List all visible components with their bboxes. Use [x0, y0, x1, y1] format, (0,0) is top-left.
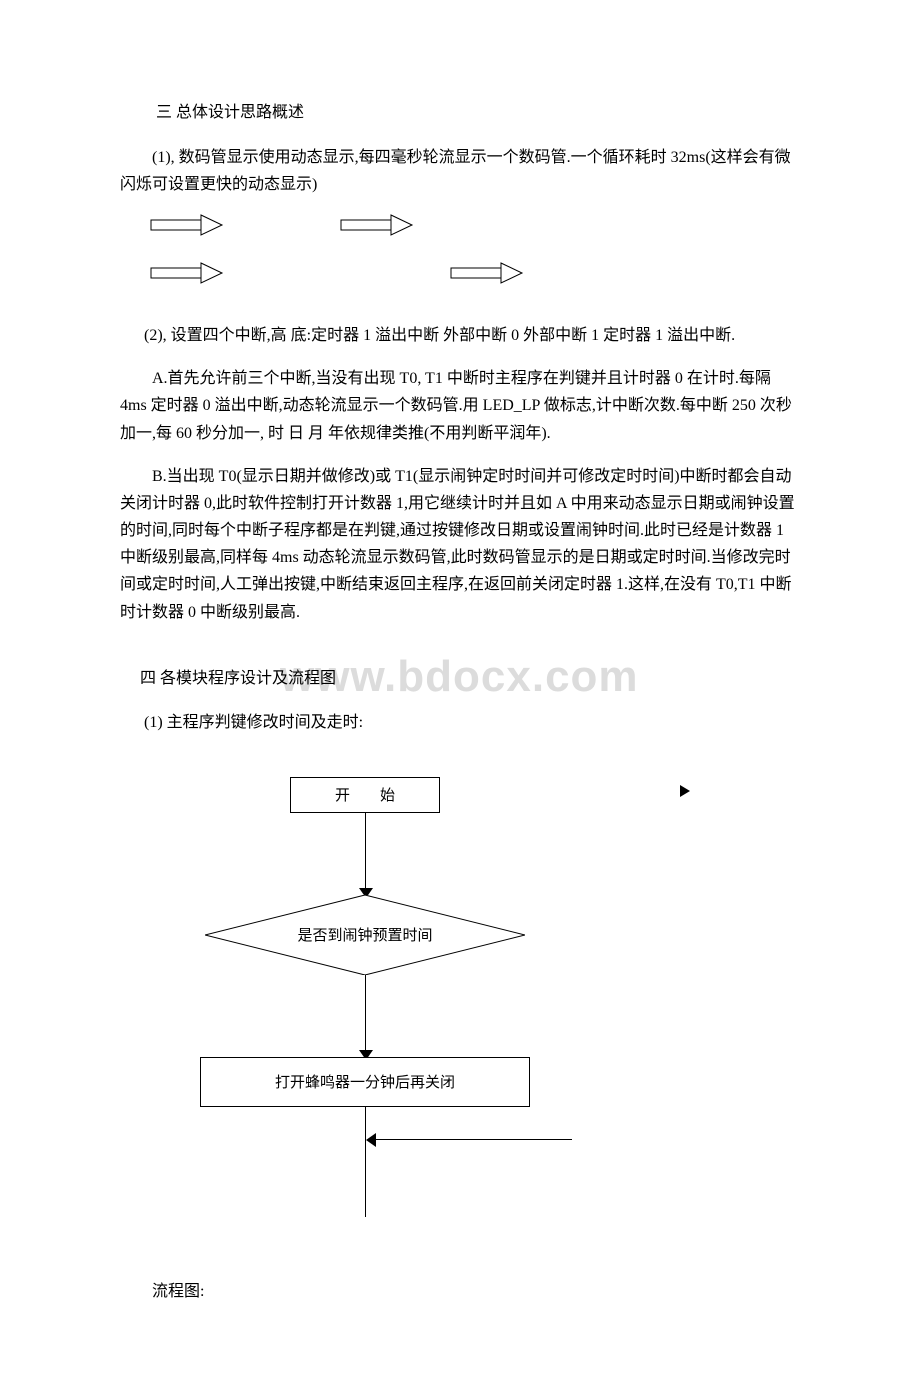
arrowhead-left-1 — [366, 1133, 376, 1152]
section3-p2: (2), 设置四个中断,高 底:定时器 1 溢出中断 外部中断 0 外部中断 1… — [120, 322, 800, 349]
section3-pB: B.当出现 T0(显示日期并做修改)或 T1(显示闹钟定时时间并可修改定时时间)… — [120, 463, 800, 626]
flow-decision: 是否到闹钟预置时间 — [205, 895, 525, 975]
flow-edge-3 — [365, 1107, 366, 1217]
arrow-diagram — [150, 214, 800, 304]
arrow-1 — [150, 214, 224, 234]
section4-title: 四 各模块程序设计及流程图 — [140, 666, 800, 692]
flow-edge-4 — [372, 1139, 572, 1140]
arrow-2 — [340, 214, 414, 234]
corner-marker-icon — [680, 785, 690, 797]
section3-title: 三 总体设计思路概述 — [156, 100, 800, 126]
flow-action: 打开蜂鸣器一分钟后再关闭 — [200, 1057, 530, 1107]
document-page: 三 总体设计思路概述 (1), 数码管显示使用动态显示,每四毫秒轮流显示一个数码… — [0, 0, 920, 1377]
arrow-3 — [150, 262, 224, 282]
footer-label: 流程图: — [120, 1277, 800, 1301]
flow-start: 开 始 — [290, 777, 440, 813]
section3-p1: (1), 数码管显示使用动态显示,每四毫秒轮流显示一个数码管.一个循环耗时 32… — [120, 144, 800, 198]
section3-pA: A.首先允许前三个中断,当没有出现 T0, T1 中断时主程序在判键并且计时器 … — [120, 365, 800, 447]
section4-sub1: (1) 主程序判键修改时间及走时: — [120, 709, 800, 736]
arrow-4 — [450, 262, 524, 282]
flow-action-label: 打开蜂鸣器一分钟后再关闭 — [275, 1071, 455, 1092]
flow-edge-1 — [365, 813, 366, 891]
flow-decision-label: 是否到闹钟预置时间 — [297, 924, 432, 945]
flow-start-label: 开 始 — [335, 784, 395, 805]
flow-edge-2 — [365, 975, 366, 1053]
flowchart: 开 始 是否到闹钟预置时间 打开蜂鸣器一分钟后再关闭 — [120, 767, 800, 1257]
